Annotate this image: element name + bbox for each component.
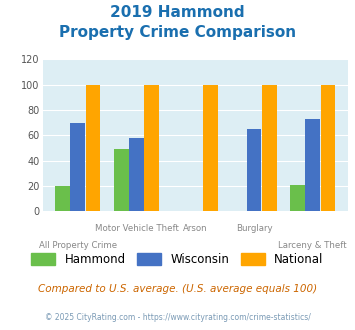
Text: © 2025 CityRating.com - https://www.cityrating.com/crime-statistics/: © 2025 CityRating.com - https://www.city… (45, 314, 310, 322)
Text: Property Crime Comparison: Property Crime Comparison (59, 25, 296, 40)
Bar (114, 149, 129, 211)
Bar (262, 85, 277, 211)
Bar (144, 85, 159, 211)
Text: 2019 Hammond: 2019 Hammond (110, 5, 245, 20)
Bar (129, 138, 144, 211)
Bar (203, 85, 218, 211)
Text: All Property Crime: All Property Crime (39, 241, 117, 250)
Text: Arson: Arson (183, 224, 208, 233)
Bar (305, 119, 320, 211)
Bar (86, 85, 100, 211)
Text: Motor Vehicle Theft: Motor Vehicle Theft (94, 224, 179, 233)
Bar (247, 129, 261, 211)
Legend: Hammond, Wisconsin, National: Hammond, Wisconsin, National (26, 247, 329, 272)
Text: Burglary: Burglary (236, 224, 272, 233)
Bar (290, 185, 305, 211)
Text: Larceny & Theft: Larceny & Theft (278, 241, 347, 250)
Bar (55, 186, 70, 211)
Bar (71, 123, 85, 211)
Bar (321, 85, 335, 211)
Text: Compared to U.S. average. (U.S. average equals 100): Compared to U.S. average. (U.S. average … (38, 284, 317, 294)
